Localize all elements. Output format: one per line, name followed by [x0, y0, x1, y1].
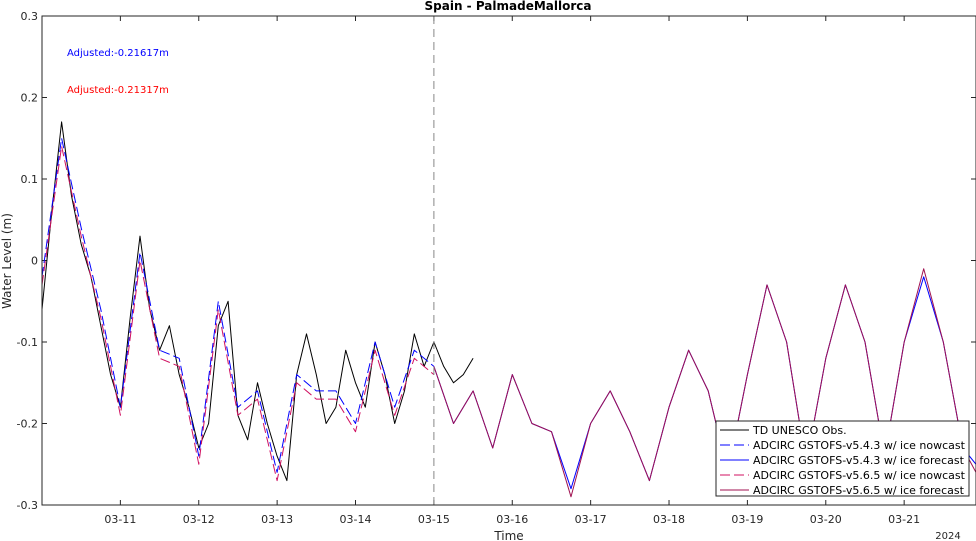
x-tick-label: 03-18	[653, 513, 685, 526]
x-tick-label: 03-21	[888, 513, 920, 526]
legend-label-1: ADCIRC GSTOFS-v5.4.3 w/ ice nowcast	[753, 439, 966, 452]
x-axis: 03-11 03-12 03-13 03-14 03-15 03-16 03-17 03-18…	[104, 16, 920, 526]
x-axis-label: Time	[493, 529, 523, 541]
y-tick-label: 0.1	[21, 173, 39, 186]
x-tick-label: 03-13	[261, 513, 293, 526]
legend: TD UNESCO Obs. ADCIRC GSTOFS-v5.4.3 w/ ic…	[715, 420, 970, 497]
series-line-3	[41, 145, 435, 482]
legend-label-0: TD UNESCO Obs.	[752, 424, 847, 437]
legend-label-2: ADCIRC GSTOFS-v5.4.3 w/ ice forecast	[753, 454, 965, 467]
x-tick-label: 03-14	[340, 513, 372, 526]
adjusted-annotation-blue: Adjusted:-0.21617m	[67, 48, 169, 59]
series-line-1	[41, 137, 435, 473]
x-tick-label: 03-15	[418, 513, 450, 526]
series-line-4	[433, 268, 976, 498]
x-tick-label: 03-12	[183, 513, 215, 526]
legend-box	[715, 420, 970, 497]
y-tick-label: 0.2	[21, 92, 39, 105]
y-tick-label: -0.2	[17, 418, 38, 431]
y-tick-label: 0.3	[21, 10, 39, 23]
x-tick-label: 03-19	[731, 513, 763, 526]
legend-label-4: ADCIRC GSTOFS-v5.6.5 w/ ice forecast	[753, 484, 965, 497]
x-tick-label: 03-17	[575, 513, 607, 526]
x-tick-label: 03-20	[810, 513, 842, 526]
x-tick-label: 03-11	[104, 513, 136, 526]
y-tick-label: -0.1	[17, 336, 38, 349]
legend-label-3: ADCIRC GSTOFS-v5.6.5 w/ ice nowcast	[753, 469, 966, 482]
series-line-0	[41, 121, 474, 482]
adjusted-annotation-red: Adjusted:-0.21317m	[67, 85, 169, 96]
y-tick-label: 0	[31, 255, 38, 268]
x-tick-label: 03-16	[496, 513, 528, 526]
plot-area	[41, 121, 976, 498]
y-axis: 0.3 0.2 0.1 0 -0.1 -0.2 -0.3	[17, 10, 976, 512]
year-label: 2024	[935, 531, 960, 541]
y-axis-label: Water Level (m)	[0, 213, 14, 309]
y-tick-label: -0.3	[17, 499, 38, 512]
plot-frame	[41, 15, 976, 506]
chart-title: Spain - PalmadeMallorca	[425, 0, 592, 13]
